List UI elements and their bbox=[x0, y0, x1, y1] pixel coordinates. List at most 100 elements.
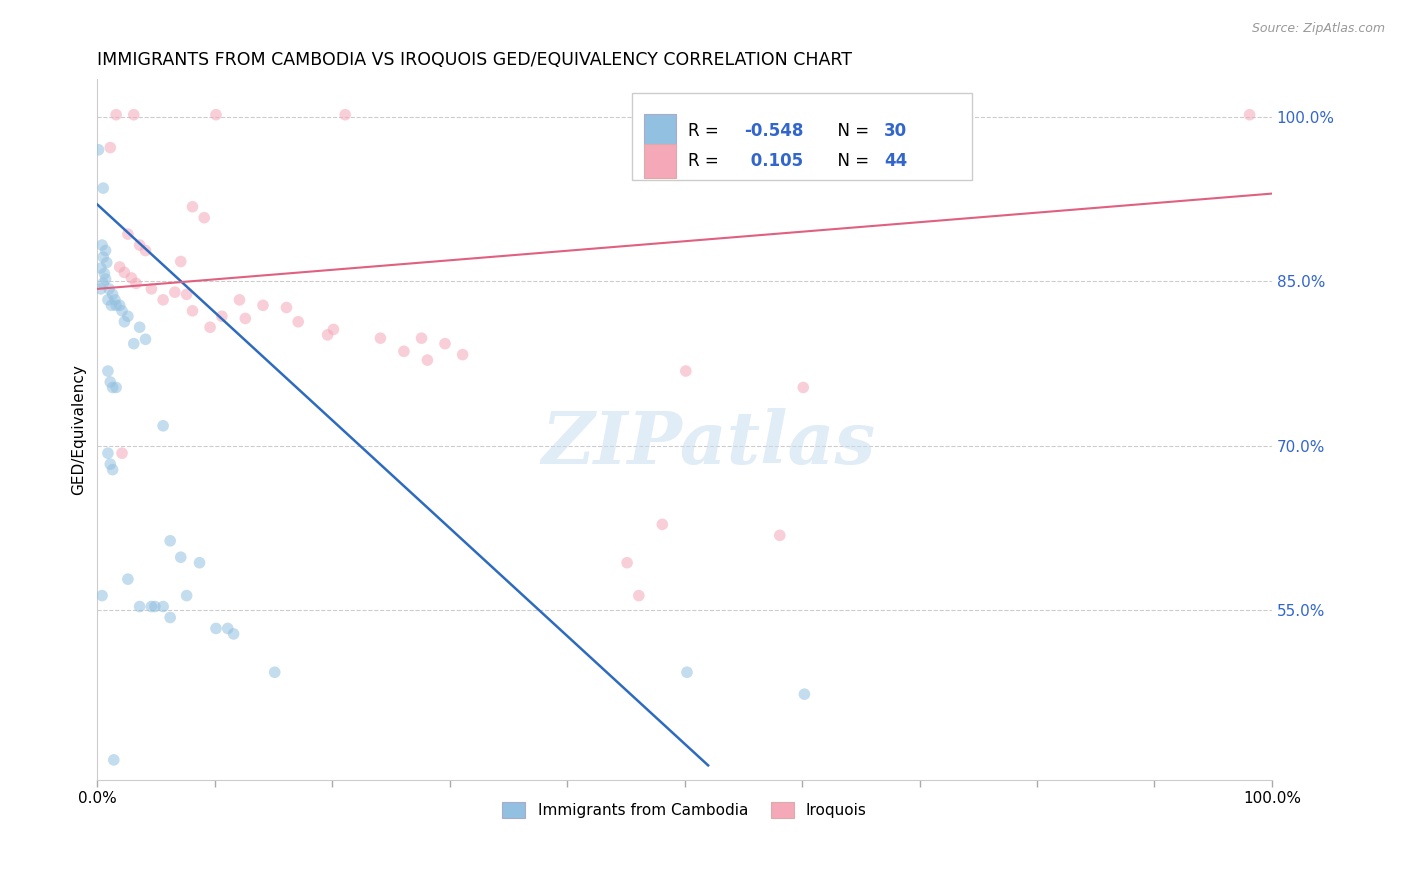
Point bbox=[111, 303, 134, 318]
Point bbox=[94, 272, 117, 286]
Point bbox=[176, 287, 198, 301]
Point bbox=[616, 556, 638, 570]
Point bbox=[1239, 108, 1261, 122]
FancyBboxPatch shape bbox=[631, 93, 973, 180]
Point bbox=[105, 298, 128, 312]
Text: 44: 44 bbox=[884, 153, 907, 170]
Point bbox=[108, 298, 131, 312]
Point bbox=[211, 310, 233, 324]
Point bbox=[108, 260, 131, 274]
Point bbox=[451, 348, 474, 362]
Point bbox=[98, 375, 121, 389]
Point bbox=[193, 211, 215, 225]
Point bbox=[101, 287, 124, 301]
Point bbox=[411, 331, 433, 345]
Point bbox=[90, 282, 112, 296]
Point bbox=[90, 261, 112, 276]
Point bbox=[170, 550, 193, 565]
Point bbox=[96, 255, 118, 269]
Point bbox=[198, 320, 221, 334]
Point bbox=[651, 517, 673, 532]
Point bbox=[233, 311, 256, 326]
Point bbox=[769, 528, 792, 542]
Point bbox=[170, 254, 193, 268]
Point bbox=[159, 533, 181, 548]
Point bbox=[93, 267, 115, 281]
Point bbox=[134, 332, 156, 346]
Point bbox=[416, 353, 439, 368]
Point bbox=[105, 380, 128, 394]
Text: -0.548: -0.548 bbox=[745, 122, 804, 140]
Point bbox=[176, 589, 198, 603]
Point bbox=[316, 327, 339, 342]
Point bbox=[91, 277, 114, 291]
Point bbox=[91, 238, 114, 252]
Point bbox=[103, 753, 125, 767]
Text: R =: R = bbox=[688, 122, 724, 140]
Point bbox=[91, 589, 114, 603]
Point bbox=[134, 244, 156, 258]
Text: ZIPatlas: ZIPatlas bbox=[541, 408, 875, 479]
Point bbox=[125, 277, 148, 291]
Point bbox=[152, 293, 174, 307]
Point bbox=[141, 599, 163, 614]
Point bbox=[228, 293, 250, 307]
Point bbox=[205, 108, 228, 122]
Point bbox=[111, 446, 134, 460]
Point bbox=[276, 301, 298, 315]
Point bbox=[675, 364, 697, 378]
Point bbox=[322, 322, 344, 336]
Point bbox=[263, 665, 285, 680]
Point bbox=[117, 310, 139, 324]
Point bbox=[222, 627, 245, 641]
FancyBboxPatch shape bbox=[644, 145, 676, 178]
Point bbox=[120, 271, 142, 285]
Point bbox=[181, 200, 204, 214]
Point bbox=[627, 589, 650, 603]
Point bbox=[252, 298, 274, 312]
Point bbox=[159, 610, 181, 624]
Point bbox=[370, 331, 392, 345]
Point bbox=[112, 315, 135, 329]
Point bbox=[101, 462, 124, 476]
Point bbox=[87, 143, 110, 157]
Point bbox=[793, 687, 815, 701]
FancyBboxPatch shape bbox=[644, 114, 676, 148]
Point bbox=[392, 344, 415, 359]
Point bbox=[676, 665, 699, 680]
Point bbox=[98, 140, 121, 154]
Point bbox=[101, 380, 124, 394]
Point bbox=[152, 418, 174, 433]
Text: Source: ZipAtlas.com: Source: ZipAtlas.com bbox=[1251, 22, 1385, 36]
Point bbox=[94, 244, 117, 258]
Point bbox=[217, 622, 239, 636]
Point bbox=[122, 108, 145, 122]
Point bbox=[434, 336, 457, 351]
Text: N =: N = bbox=[827, 153, 875, 170]
Point bbox=[117, 572, 139, 586]
Text: N =: N = bbox=[827, 122, 875, 140]
Point bbox=[91, 181, 114, 195]
Point bbox=[104, 293, 127, 307]
Point bbox=[97, 364, 120, 378]
Point bbox=[112, 265, 135, 279]
Point bbox=[100, 298, 122, 312]
Point bbox=[122, 336, 145, 351]
Point bbox=[97, 446, 120, 460]
Y-axis label: GED/Equivalency: GED/Equivalency bbox=[72, 364, 86, 494]
Point bbox=[188, 556, 211, 570]
Text: 0.105: 0.105 bbox=[745, 153, 803, 170]
Point bbox=[335, 108, 357, 122]
Point bbox=[98, 282, 121, 296]
Point bbox=[128, 599, 150, 614]
Point bbox=[143, 599, 166, 614]
Point bbox=[98, 457, 121, 471]
Text: IMMIGRANTS FROM CAMBODIA VS IROQUOIS GED/EQUIVALENCY CORRELATION CHART: IMMIGRANTS FROM CAMBODIA VS IROQUOIS GED… bbox=[97, 51, 852, 69]
Text: R =: R = bbox=[688, 153, 730, 170]
Point bbox=[97, 293, 120, 307]
Point bbox=[128, 320, 150, 334]
Point bbox=[205, 622, 228, 636]
Text: 30: 30 bbox=[884, 122, 907, 140]
Point bbox=[91, 250, 114, 264]
Point bbox=[792, 380, 814, 394]
